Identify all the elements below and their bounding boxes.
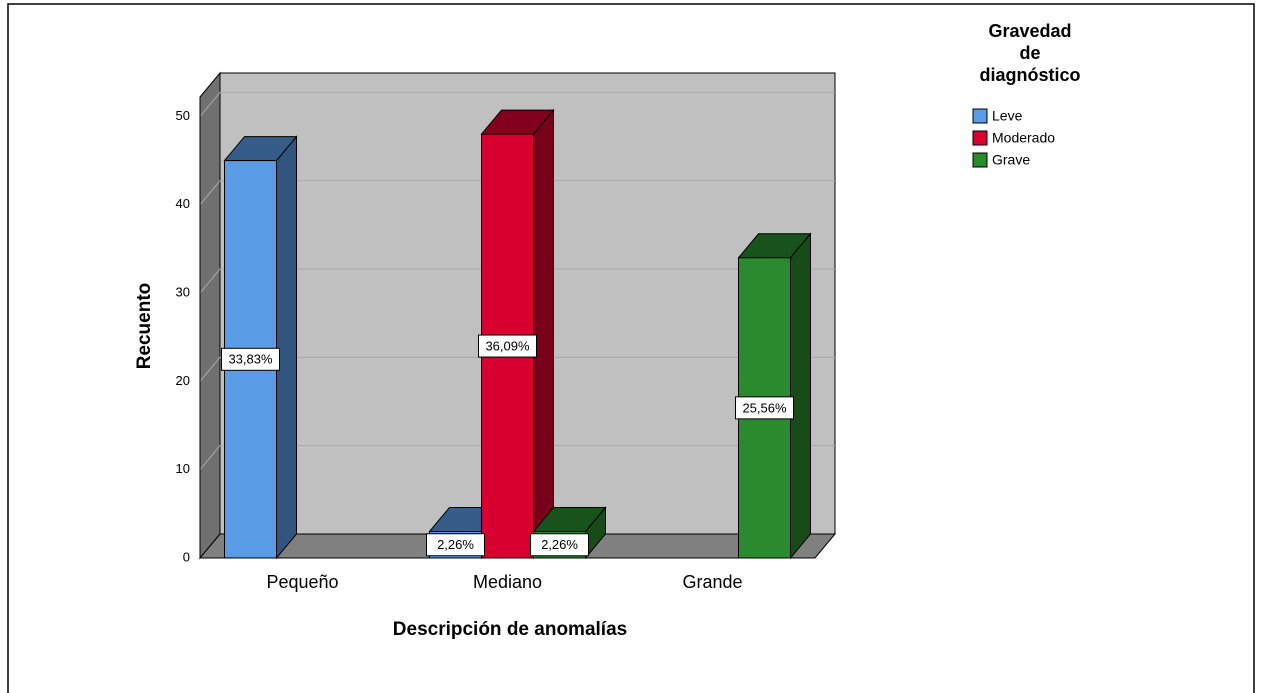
bar-side	[790, 232, 811, 560]
frame	[7, 3, 1255, 693]
legend-swatch	[972, 108, 988, 124]
value-label: 33,83%	[228, 352, 273, 367]
legend-label: Grave	[992, 152, 1030, 168]
value-label-box	[478, 334, 537, 358]
x-tick-label: Mediano	[473, 572, 542, 592]
x-tick-label: Pequeño	[266, 572, 338, 592]
value-label: 25,56%	[742, 400, 787, 415]
legend-swatch	[972, 152, 988, 168]
grid-line	[199, 356, 835, 382]
grid-line	[199, 91, 835, 117]
grid-line	[199, 268, 835, 294]
y-tick-label: 50	[176, 108, 190, 123]
x-tick-label: Grande	[682, 572, 742, 592]
value-label-box	[426, 533, 485, 557]
value-label-box	[221, 347, 280, 371]
legend-title: Gravedad de diagnóstico	[979, 21, 1081, 85]
left-wall	[199, 71, 221, 560]
y-tick-label: 0	[183, 549, 190, 564]
y-tick-label: 30	[176, 284, 190, 299]
y-tick-label: 20	[176, 373, 190, 388]
x-axis-title: Descripción de anomalías	[393, 619, 627, 640]
legend-title-box: Gravedad de diagnóstico	[960, 20, 1100, 86]
value-label: 36,09%	[485, 338, 530, 353]
bar-side	[533, 108, 554, 560]
legend-swatch	[972, 130, 988, 146]
legend-label: Moderado	[992, 130, 1055, 146]
value-label: 2,26%	[437, 537, 474, 552]
value-label-box	[735, 396, 794, 420]
grid-line	[199, 445, 835, 471]
grid-line	[199, 180, 835, 206]
value-label-box	[530, 533, 589, 557]
y-axis-title: Recuento	[134, 283, 155, 370]
legend-label: Leve	[992, 108, 1023, 124]
bar-side	[276, 135, 297, 560]
y-tick-label: 10	[176, 461, 190, 476]
value-label: 2,26%	[541, 537, 578, 552]
y-tick-label: 40	[176, 196, 190, 211]
